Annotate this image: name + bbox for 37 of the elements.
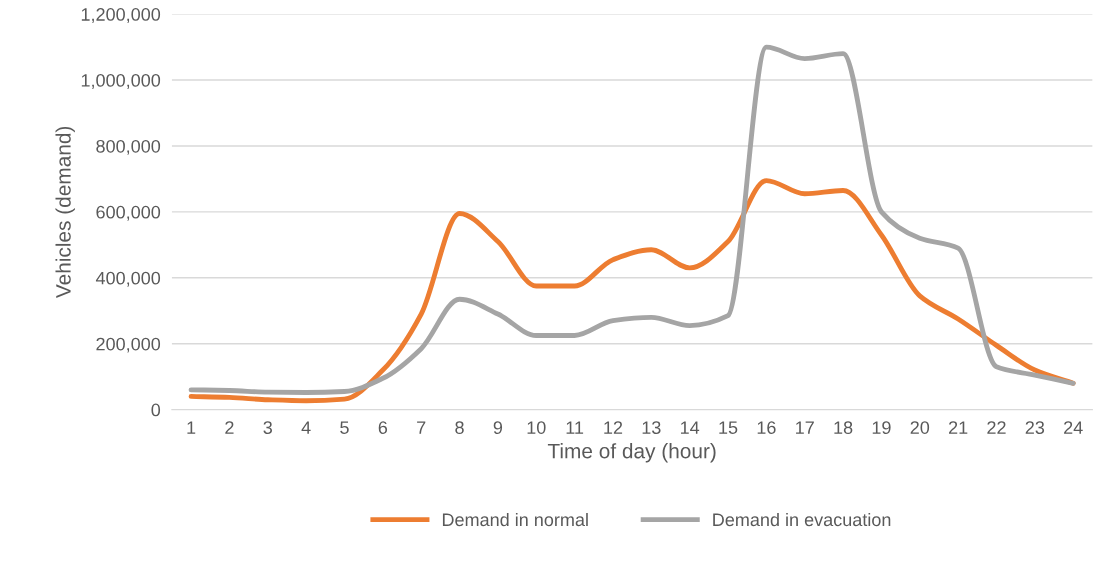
x-tick-label: 5 — [340, 421, 349, 434]
y-tick-label: 1,000,000 — [81, 73, 161, 89]
x-tick-label: 3 — [263, 421, 272, 434]
x-tick-label: 4 — [301, 421, 311, 434]
x-tick-label: 6 — [378, 421, 388, 434]
y-tick-label: 0 — [151, 403, 161, 417]
y-tick-label: 800,000 — [96, 139, 161, 155]
x-axis-title: Time of day (hour) — [547, 443, 716, 463]
x-tick-label: 22 — [987, 421, 1006, 434]
y-tick-label: 1,200,000 — [81, 8, 161, 23]
x-tick-label: 15 — [719, 421, 738, 434]
y-tick-label: 600,000 — [96, 205, 161, 221]
x-tick-label: 20 — [910, 421, 930, 434]
legend-label: Demand in evacuation — [713, 512, 891, 527]
x-tick-label: 17 — [796, 421, 814, 434]
x-tick-label: 21 — [949, 421, 968, 434]
x-tick-label: 11 — [566, 421, 584, 434]
x-tick-label: 9 — [493, 421, 503, 434]
x-tick-label: 19 — [872, 421, 891, 434]
y-tick-label: 200,000 — [96, 337, 161, 353]
line-series — [188, 178, 1076, 404]
x-tick-label: 24 — [1064, 421, 1083, 434]
y-axis-title: Vehicles (demand) — [55, 126, 75, 299]
y-tick-label: 400,000 — [95, 271, 161, 287]
line-series — [188, 44, 1076, 395]
x-tick-label: 8 — [455, 421, 464, 434]
x-tick-label: 1 — [187, 421, 196, 434]
x-tick-label: 13 — [642, 421, 661, 434]
x-tick-label: 14 — [681, 421, 700, 434]
x-tick-label: 2 — [225, 421, 234, 434]
x-tick-label: 23 — [1025, 421, 1045, 434]
legend-label: Demand in normal — [442, 512, 588, 527]
x-tick-label: 12 — [604, 421, 623, 434]
x-tick-label: 16 — [757, 421, 776, 434]
x-tick-label: 10 — [527, 421, 546, 434]
x-tick-label: 7 — [417, 421, 426, 434]
x-tick-label: 18 — [834, 421, 853, 434]
